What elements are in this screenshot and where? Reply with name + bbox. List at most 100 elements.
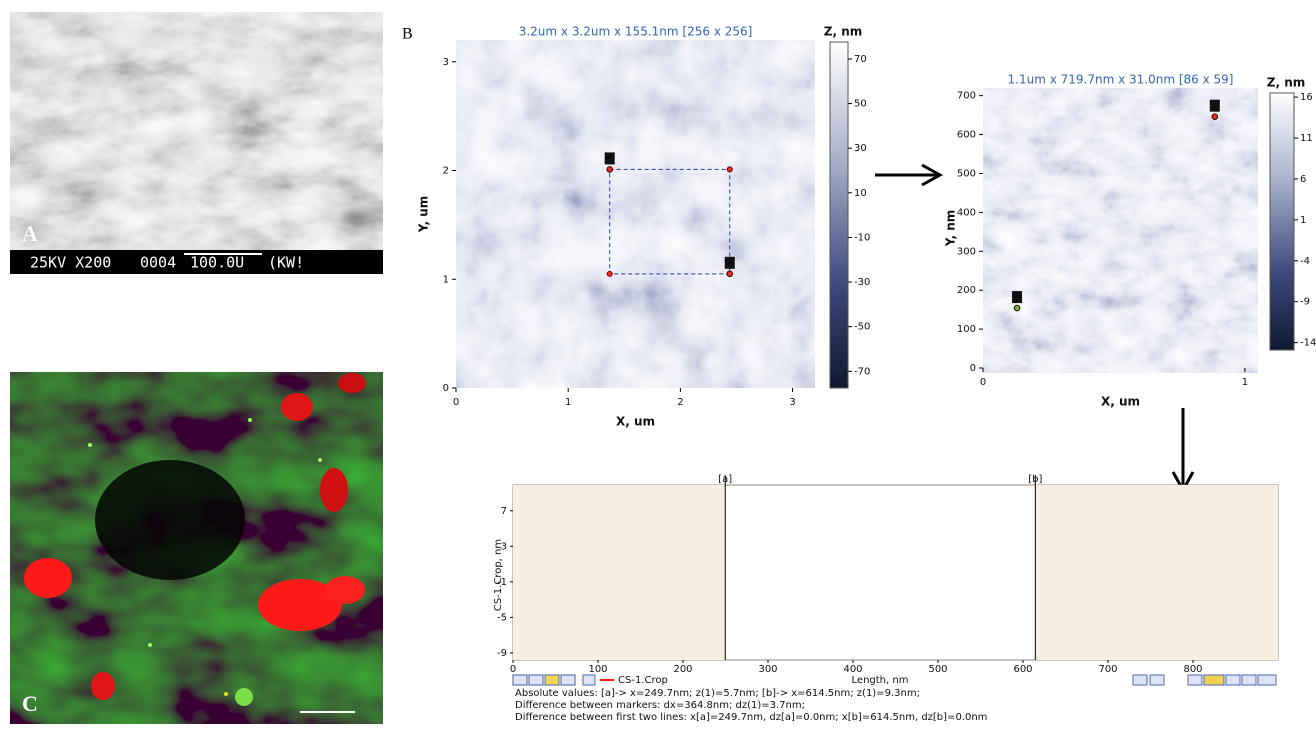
button[interactable] [1150, 675, 1164, 685]
x-tick-label: 100 [588, 664, 607, 675]
x-tick-label: 600 [1013, 664, 1032, 675]
colorbar-tick-label: -14 [1300, 338, 1316, 349]
marker-point [607, 167, 613, 173]
colorbar-tick-label: -4 [1300, 256, 1310, 267]
colorbar-tick-label: 11 [1300, 133, 1313, 144]
marker-label: 1 [607, 153, 613, 164]
button[interactable] [583, 675, 595, 685]
sem-caption: 0004 [140, 254, 176, 272]
marker-label: 2 [727, 258, 733, 269]
sem-caption: 25KV X200 [30, 254, 111, 272]
colorbar-tick-label: 70 [854, 54, 867, 65]
cursor-shade [513, 485, 725, 660]
x-tick-label: 3 [789, 397, 795, 408]
cursor-label: [b] [1028, 474, 1042, 485]
button[interactable] [513, 675, 527, 685]
button[interactable] [1226, 675, 1240, 685]
readout-line: Difference between markers: dx=364.8nm; … [515, 700, 805, 711]
legend-label: CS-1.Crop [618, 675, 668, 686]
button[interactable] [1204, 675, 1224, 685]
colorbar-tick-label: 1 [1300, 215, 1306, 226]
colorbar [830, 42, 848, 388]
panel-label: A [22, 221, 38, 246]
y-tick-label: 3 [443, 57, 449, 68]
map-title: 1.1um x 719.7nm x 31.0nm [86 x 59] [1008, 73, 1234, 87]
x-tick-label: 0 [510, 664, 516, 675]
x-tick-label: 500 [928, 664, 947, 675]
y-tick-label: 300 [957, 246, 976, 257]
y-axis-label: Y, nm [944, 210, 958, 248]
map-title: 3.2um x 3.2um x 155.1nm [256 x 256] [519, 25, 753, 39]
afm-crop-image [983, 88, 1258, 373]
y-tick-label: 2 [443, 166, 449, 177]
readout-line: Absolute values: [a]-> x=249.7nm; z(1)=5… [515, 688, 920, 699]
button[interactable] [1258, 675, 1276, 685]
colorbar-tick-label: 10 [854, 188, 867, 199]
readout-line: Difference between first two lines: x[a]… [515, 712, 987, 723]
sem-caption: (KW! [268, 254, 304, 272]
cursor-label: [a] [718, 474, 732, 485]
colorbar-tick-label: -70 [854, 366, 870, 377]
x-tick-label: 300 [758, 664, 777, 675]
colorbar-tick-label: -10 [854, 232, 870, 243]
x-axis-label: Length, nm [852, 675, 909, 686]
y-tick-label: -9 [497, 648, 507, 659]
figure: A 25KV X200 0004 100.0U (KW! C B 3.2um x… [0, 0, 1316, 724]
x-tick-label: 1 [1242, 377, 1248, 388]
fluorescence-image [10, 372, 383, 724]
button[interactable] [1242, 675, 1256, 685]
y-tick-label: 0 [970, 363, 976, 374]
marker-point [1014, 305, 1020, 311]
button[interactable] [545, 675, 559, 685]
y-tick-label: -5 [497, 612, 507, 623]
y-tick-label: 200 [957, 285, 976, 296]
y-tick-label: 7 [501, 506, 507, 517]
y-axis-label: Y, um [417, 196, 431, 234]
y-tick-label: 100 [957, 324, 976, 335]
marker-label: 1 [1212, 101, 1218, 112]
y-tick-label: 600 [957, 130, 976, 141]
x-tick-label: 2 [677, 397, 683, 408]
colorbar-tick-label: -50 [854, 322, 870, 333]
colorbar-tick-label: -30 [854, 277, 870, 288]
x-axis-label: X, um [616, 415, 655, 429]
sem-caption: 100.0U [190, 254, 244, 272]
marker-point [727, 271, 733, 277]
y-tick-label: 700 [957, 91, 976, 102]
panel-label: B [402, 26, 413, 43]
x-tick-label: 1 [565, 397, 571, 408]
button[interactable] [1133, 675, 1147, 685]
x-tick-label: 200 [673, 664, 692, 675]
x-tick-label: 800 [1183, 664, 1202, 675]
x-tick-label: 400 [843, 664, 862, 675]
y-tick-label: -1 [497, 577, 507, 588]
panel-label: C [22, 691, 38, 716]
marker-point [1212, 114, 1218, 120]
cursor-shade [1035, 485, 1278, 660]
colorbar [1270, 93, 1294, 350]
button[interactable] [1188, 675, 1202, 685]
y-tick-label: 500 [957, 168, 976, 179]
colorbar-title: Z, nm [824, 25, 862, 39]
x-tick-label: 0 [453, 397, 459, 408]
sem-image [10, 12, 383, 274]
x-tick-label: 0 [980, 377, 986, 388]
marker-label: 2 [1014, 292, 1020, 303]
x-axis-label: X, um [1101, 395, 1140, 409]
y-tick-label: 400 [957, 207, 976, 218]
x-tick-label: 700 [1098, 664, 1117, 675]
y-tick-label: 0 [443, 383, 449, 394]
button[interactable] [561, 675, 575, 685]
button[interactable] [529, 675, 543, 685]
colorbar-title: Z, nm [1267, 76, 1305, 90]
y-tick-label: 3 [501, 541, 507, 552]
colorbar-tick-label: -9 [1300, 297, 1310, 308]
corner-point [727, 167, 732, 172]
colorbar-tick-label: 30 [854, 143, 867, 154]
colorbar-tick-label: 16 [1300, 92, 1313, 103]
afm-map-image [456, 40, 815, 388]
colorbar-tick-label: 6 [1300, 174, 1306, 185]
y-tick-label: 1 [443, 274, 449, 285]
colorbar-tick-label: 50 [854, 99, 867, 110]
corner-point [607, 271, 612, 276]
